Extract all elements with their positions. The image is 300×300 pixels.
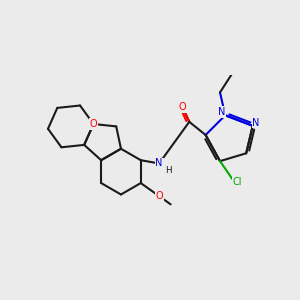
Text: N: N bbox=[252, 118, 260, 128]
Text: O: O bbox=[179, 103, 187, 112]
Text: O: O bbox=[156, 191, 163, 201]
Text: Cl: Cl bbox=[233, 177, 242, 187]
Text: N: N bbox=[218, 107, 226, 117]
Text: O: O bbox=[90, 119, 97, 129]
Text: H: H bbox=[166, 166, 172, 175]
Text: N: N bbox=[155, 158, 163, 169]
